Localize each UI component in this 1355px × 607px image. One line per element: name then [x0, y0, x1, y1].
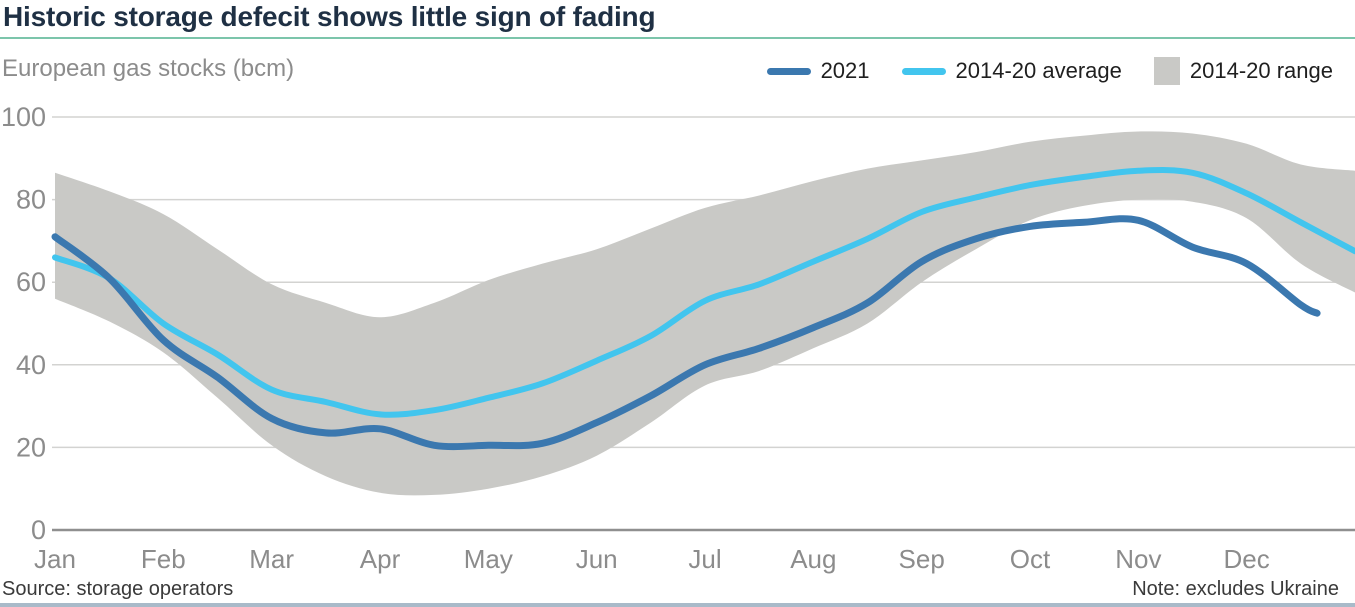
y-tick-label-100: 100 — [1, 102, 46, 132]
y-tick-label-80: 80 — [16, 185, 46, 215]
y-tick-label-40: 40 — [16, 350, 46, 380]
x-tick-label-jul: Jul — [688, 544, 721, 574]
chart-title: Historic storage defecit shows little si… — [3, 1, 656, 32]
x-tick-label-sep: Sep — [899, 544, 945, 574]
legend-swatch-2021-line-icon — [766, 67, 811, 75]
x-tick-label-feb: Feb — [141, 544, 186, 574]
legend-swatch-range-box-icon — [1153, 57, 1180, 85]
legend: 2021 2014-20 average 2014-20 range — [766, 57, 1333, 85]
bottom-rule — [0, 603, 1355, 607]
series-2021-line — [51, 215, 1321, 451]
series-average-line — [52, 167, 1355, 418]
x-tick-label-oct: Oct — [1010, 544, 1051, 574]
series-range-band — [55, 131, 1355, 496]
x-tick-label-jan: Jan — [34, 544, 76, 574]
legend-label-range: 2014-20 range — [1189, 58, 1333, 83]
x-tick-label-jun: Jun — [576, 544, 618, 574]
x-tick-label-nov: Nov — [1115, 544, 1161, 574]
legend-item-average: 2014-20 average — [901, 58, 1122, 84]
y-tick-label-20: 20 — [16, 432, 46, 462]
title-accent-rule — [0, 37, 1355, 39]
x-tick-label-dec: Dec — [1224, 544, 1270, 574]
y-tick-label-60: 60 — [16, 267, 46, 297]
x-tick-label-apr: Apr — [360, 544, 401, 574]
source-note: Source: storage operators — [2, 578, 234, 600]
ukraine-note: Note: excludes Ukraine — [1132, 578, 1339, 600]
chart-subtitle: European gas stocks (bcm) — [2, 55, 295, 82]
legend-label-average: 2014-20 average — [955, 58, 1122, 83]
legend-item-2021: 2021 — [766, 58, 870, 84]
x-tick-label-mar: Mar — [249, 544, 294, 574]
legend-label-2021: 2021 — [820, 58, 870, 83]
y-tick-label-0: 0 — [31, 515, 46, 545]
x-tick-label-aug: Aug — [790, 544, 836, 574]
x-tick-label-may: May — [464, 544, 513, 574]
legend-item-range: 2014-20 range — [1153, 57, 1333, 85]
legend-swatch-average-line-icon — [901, 67, 946, 75]
